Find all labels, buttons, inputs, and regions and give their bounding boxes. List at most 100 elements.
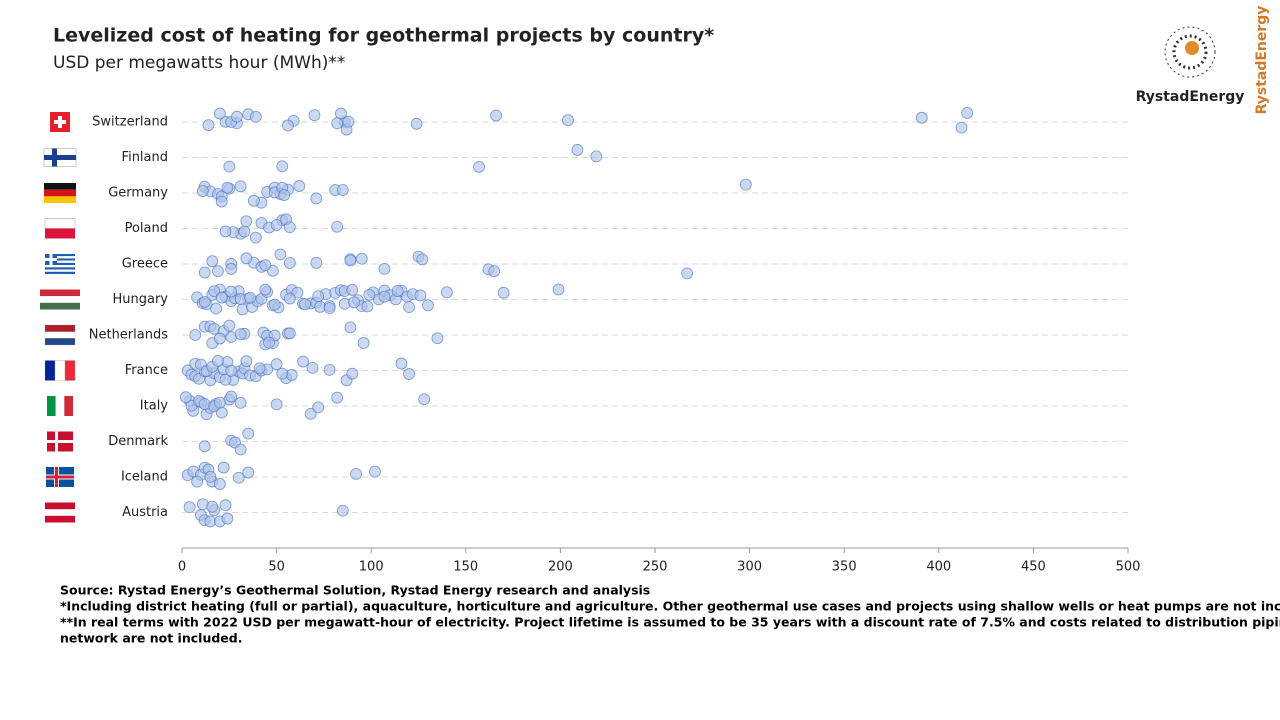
point	[238, 225, 251, 238]
flag	[45, 260, 75, 263]
point	[331, 117, 344, 130]
y-tick-label: Germany	[108, 186, 168, 201]
flag	[44, 218, 76, 229]
point	[179, 391, 192, 404]
flag	[45, 262, 75, 266]
point	[395, 357, 408, 370]
flag-icon	[47, 431, 73, 452]
point	[191, 475, 204, 488]
point	[283, 292, 296, 305]
point	[336, 504, 349, 517]
point	[270, 398, 283, 411]
point	[497, 286, 510, 299]
point	[202, 119, 215, 132]
flag-icon	[43, 148, 77, 167]
point	[571, 144, 584, 156]
point	[403, 368, 415, 380]
point	[234, 180, 247, 193]
point	[422, 299, 434, 312]
flag	[45, 509, 75, 516]
x-tick-label: 100	[359, 560, 384, 575]
point	[306, 361, 319, 374]
point	[739, 178, 752, 191]
flag	[45, 267, 75, 270]
y-tick-label: Denmark	[108, 434, 168, 449]
point	[217, 461, 230, 474]
point	[562, 114, 574, 127]
point	[310, 256, 323, 269]
y-tick-label: Hungary	[112, 292, 168, 307]
flag-icon	[44, 360, 76, 381]
point	[961, 107, 974, 119]
logo-icon	[1164, 26, 1216, 78]
flag-icon	[46, 467, 74, 487]
point	[213, 107, 226, 120]
point	[223, 160, 236, 173]
point	[308, 109, 321, 122]
point	[681, 267, 694, 280]
x-tick-label: 450	[1021, 560, 1046, 575]
point	[473, 160, 485, 173]
flag	[64, 396, 73, 416]
point	[323, 302, 336, 315]
y-tick-label: France	[125, 363, 168, 378]
point	[198, 440, 211, 453]
x-tick-label: 300	[737, 560, 762, 575]
point	[196, 185, 209, 197]
flag	[45, 271, 75, 274]
point	[253, 362, 266, 375]
point	[230, 110, 243, 123]
point	[293, 180, 306, 192]
point	[213, 396, 226, 409]
flag	[44, 183, 76, 190]
flag-icon	[44, 183, 76, 203]
y-tick-label: Austria	[122, 505, 168, 520]
point	[431, 332, 444, 345]
x-tick-label: 0	[178, 560, 186, 575]
x-tick-label: 50	[268, 560, 285, 575]
point	[240, 252, 253, 265]
x-tick-label: 250	[643, 560, 668, 575]
flag	[45, 269, 75, 272]
flag	[47, 440, 73, 443]
point	[331, 220, 344, 233]
flag	[44, 331, 76, 339]
point	[270, 358, 283, 371]
x-tick-label: 400	[926, 560, 951, 575]
flag	[45, 258, 75, 261]
flag	[47, 396, 56, 416]
point	[552, 283, 565, 296]
flag	[45, 254, 75, 257]
point	[206, 255, 219, 268]
point	[244, 291, 257, 304]
flag	[64, 360, 76, 381]
flag	[45, 258, 57, 261]
point	[268, 298, 281, 311]
point	[323, 363, 336, 376]
point	[240, 355, 253, 368]
point	[234, 396, 247, 409]
point	[213, 478, 226, 490]
point	[278, 189, 291, 201]
flag-icon	[47, 396, 73, 416]
footnote: network are not included.	[60, 631, 242, 646]
point	[274, 248, 287, 261]
flag-icon	[44, 324, 76, 346]
point	[283, 221, 296, 234]
point	[234, 443, 247, 456]
point	[225, 390, 238, 403]
point	[225, 285, 238, 298]
y-tick-label: Switzerland	[92, 115, 168, 130]
flag	[45, 256, 75, 259]
point	[276, 160, 289, 173]
point	[206, 500, 219, 513]
point	[297, 355, 309, 368]
point	[378, 290, 391, 303]
point	[416, 253, 429, 266]
point	[249, 231, 262, 244]
point	[283, 257, 296, 269]
point	[955, 121, 968, 134]
point	[282, 119, 294, 132]
point	[270, 219, 283, 231]
flag-icon	[45, 254, 75, 274]
